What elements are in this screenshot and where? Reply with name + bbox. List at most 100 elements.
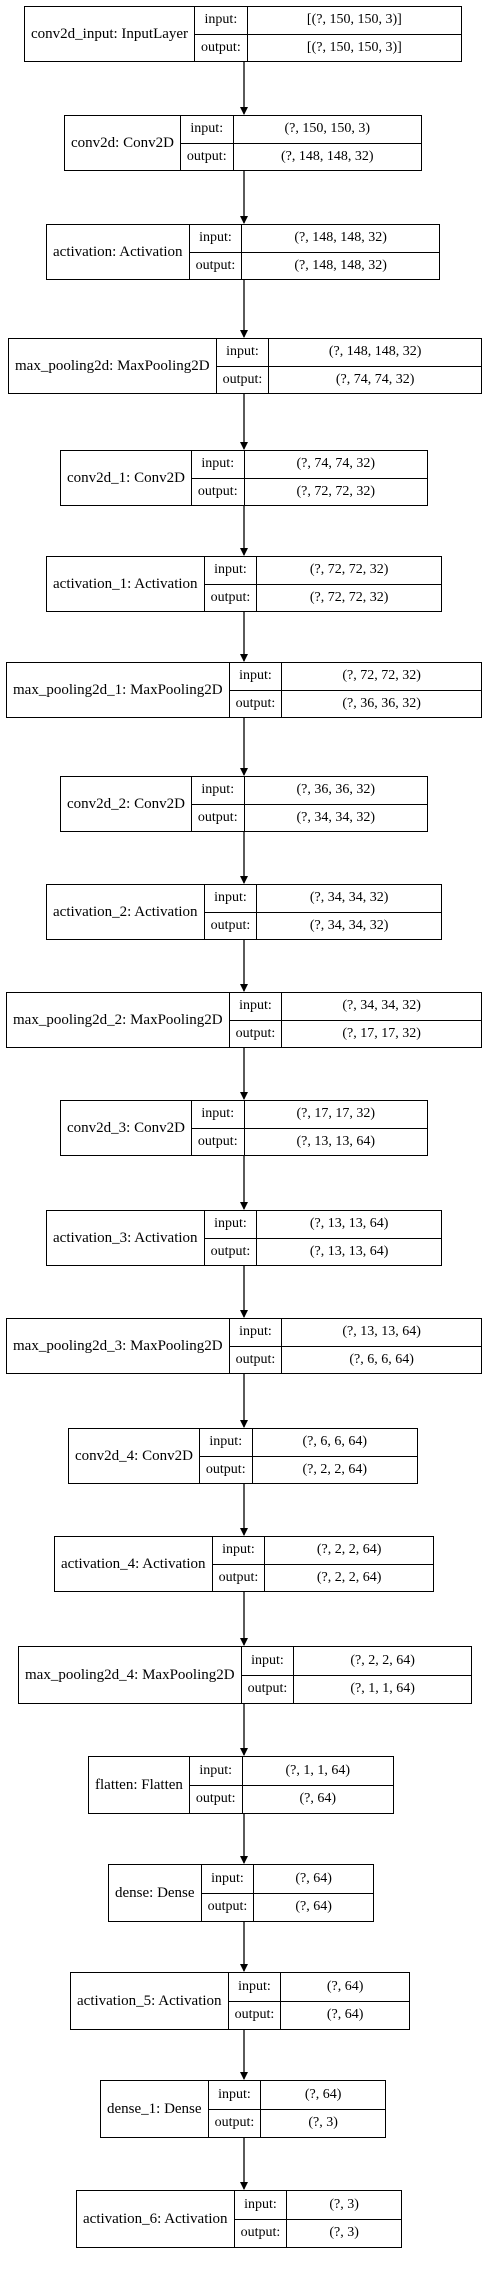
output-shape: (?, 64) xyxy=(295,1899,332,1915)
io-labels: input: output: xyxy=(212,1537,266,1591)
layer-node-dense: dense: Dense input: output: (?, 64) (?, 64) xyxy=(108,1864,374,1922)
output-label: output: xyxy=(197,483,238,499)
input-label: input: xyxy=(189,225,242,253)
io-values: (?, 64) (?, 64) xyxy=(254,1865,373,1921)
layer-node-activation-3: activation_3: Activation input: output: (?,… xyxy=(46,1210,442,1266)
layer-name: activation_5: Activation xyxy=(71,1973,229,2029)
output-label: output: xyxy=(186,148,227,164)
io-values: (?, 34, 34, 32) (?, 17, 17, 32) xyxy=(282,993,481,1047)
output-shape: (?, 2, 2, 64) xyxy=(302,1461,368,1477)
io-values: (?, 6, 6, 64) (?, 2, 2, 64) xyxy=(252,1429,417,1483)
input-label: input: xyxy=(189,1757,242,1786)
io-values: (?, 64) (?, 64) xyxy=(281,1973,409,2029)
input-shape: (?, 2, 2, 64) xyxy=(265,1537,433,1565)
input-label: input: xyxy=(241,1647,294,1676)
io-labels: input: output: xyxy=(189,1757,243,1813)
io-labels: input: output: xyxy=(180,116,234,170)
io-labels: input: output: xyxy=(216,339,270,393)
layer-node-max-pooling2d-4: max_pooling2d_4: MaxPooling2D input: outpu… xyxy=(18,1646,472,1704)
input-label: input: xyxy=(180,116,233,144)
layer-name: activation_2: Activation xyxy=(47,885,205,939)
output-label: output: xyxy=(247,1681,288,1697)
output-label: output: xyxy=(207,1899,248,1915)
io-labels: input: output: xyxy=(191,1101,245,1155)
output-label: output: xyxy=(234,2007,275,2023)
output-shape: (?, 13, 13, 64) xyxy=(296,1133,376,1149)
input-shape: (?, 36, 36, 32) xyxy=(244,777,427,805)
output-shape: (?, 36, 36, 32) xyxy=(342,695,421,711)
output-shape: (?, 72, 72, 32) xyxy=(296,483,376,499)
io-labels: input: output: xyxy=(191,451,245,505)
layer-name: max_pooling2d_1: MaxPooling2D xyxy=(7,663,230,717)
input-label: input: xyxy=(229,993,282,1021)
output-shape: (?, 148, 148, 32) xyxy=(281,148,374,164)
layer-name: activation_3: Activation xyxy=(47,1211,205,1265)
input-shape: (?, 13, 13, 64) xyxy=(257,1211,441,1239)
input-label: input: xyxy=(229,1319,282,1347)
output-shape: (?, 3) xyxy=(308,2115,338,2131)
io-values: (?, 150, 150, 3) (?, 148, 148, 32) xyxy=(233,116,421,170)
output-shape: (?, 6, 6, 64) xyxy=(349,1351,414,1367)
output-shape: (?, 3) xyxy=(329,2225,359,2241)
io-values: (?, 64) (?, 3) xyxy=(261,2081,385,2137)
layer-name: dense: Dense xyxy=(109,1865,202,1921)
layer-node-activation: activation: Activation input: output: (?, 1… xyxy=(46,224,440,280)
input-label: input: xyxy=(199,1429,252,1457)
output-label: output: xyxy=(240,2225,281,2241)
output-label: output: xyxy=(205,1461,246,1477)
input-label: input: xyxy=(212,1537,265,1565)
output-label: output: xyxy=(235,695,276,711)
io-values: (?, 3) (?, 3) xyxy=(287,2191,401,2247)
layer-name: max_pooling2d_3: MaxPooling2D xyxy=(7,1319,230,1373)
input-label: input: xyxy=(234,2191,287,2220)
io-labels: input: output: xyxy=(229,993,283,1047)
io-values: (?, 72, 72, 32) (?, 36, 36, 32) xyxy=(282,663,481,717)
output-shape: (?, 64) xyxy=(326,2007,364,2023)
io-values: (?, 17, 17, 32) (?, 13, 13, 64) xyxy=(244,1101,427,1155)
io-values: (?, 148, 148, 32) (?, 74, 74, 32) xyxy=(269,339,481,393)
layer-node-conv2d-4: conv2d_4: Conv2D input: output: (?, 6, 6, 6… xyxy=(68,1428,418,1484)
input-shape: (?, 2, 2, 64) xyxy=(294,1647,471,1676)
io-labels: input: output: xyxy=(208,2081,262,2137)
output-shape: (?, 74, 74, 32) xyxy=(335,371,415,387)
layer-node-conv2d-2: conv2d_2: Conv2D input: output: (?, 36, 36,… xyxy=(60,776,428,832)
input-shape: (?, 64) xyxy=(261,2081,385,2110)
io-labels: input: output: xyxy=(204,557,258,611)
input-shape: (?, 72, 72, 32) xyxy=(257,557,441,585)
layer-node-max-pooling2d-1: max_pooling2d_1: MaxPooling2D input: outpu… xyxy=(6,662,482,718)
output-shape: (?, 64) xyxy=(299,1791,337,1807)
io-values: (?, 1, 1, 64) (?, 64) xyxy=(242,1757,393,1813)
io-values: (?, 148, 148, 32) (?, 148, 148, 32) xyxy=(242,225,439,279)
layer-name: max_pooling2d_2: MaxPooling2D xyxy=(7,993,230,1047)
input-label: input: xyxy=(208,2081,261,2110)
input-shape: (?, 34, 34, 32) xyxy=(282,993,481,1021)
output-label: output: xyxy=(222,371,263,387)
layer-name: max_pooling2d: MaxPooling2D xyxy=(9,339,217,393)
input-shape: (?, 150, 150, 3) xyxy=(233,116,421,144)
layer-name: activation_1: Activation xyxy=(47,557,205,611)
output-shape: [(?, 150, 150, 3)] xyxy=(306,39,402,55)
input-shape: [(?, 150, 150, 3)] xyxy=(247,7,461,35)
input-shape: (?, 64) xyxy=(281,1973,409,2002)
output-shape: (?, 13, 13, 64) xyxy=(309,1243,389,1259)
output-label: output: xyxy=(210,1243,251,1259)
layer-name: max_pooling2d_4: MaxPooling2D xyxy=(19,1647,242,1703)
input-label: input: xyxy=(229,663,282,691)
layer-node-max-pooling2d: max_pooling2d: MaxPooling2D input: output:… xyxy=(8,338,482,394)
layer-name: conv2d_2: Conv2D xyxy=(61,777,192,831)
output-label: output: xyxy=(210,589,251,605)
layer-node-activation-2: activation_2: Activation input: output: (?,… xyxy=(46,884,442,940)
layer-name: dense_1: Dense xyxy=(101,2081,209,2137)
output-label: output: xyxy=(214,2115,255,2131)
io-labels: input: output: xyxy=(229,1319,283,1373)
input-label: input: xyxy=(204,1211,257,1239)
io-values: (?, 2, 2, 64) (?, 1, 1, 64) xyxy=(294,1647,471,1703)
layer-node-activation-6: activation_6: Activation input: output: (?,… xyxy=(76,2190,402,2248)
io-labels: input: output: xyxy=(241,1647,295,1703)
layer-node-activation-4: activation_4: Activation input: output: (?,… xyxy=(54,1536,434,1592)
output-shape: (?, 148, 148, 32) xyxy=(294,257,387,273)
io-values: (?, 34, 34, 32) (?, 34, 34, 32) xyxy=(257,885,441,939)
output-shape: (?, 34, 34, 32) xyxy=(296,809,376,825)
output-label: output: xyxy=(210,917,251,933)
input-label: input: xyxy=(204,557,257,585)
